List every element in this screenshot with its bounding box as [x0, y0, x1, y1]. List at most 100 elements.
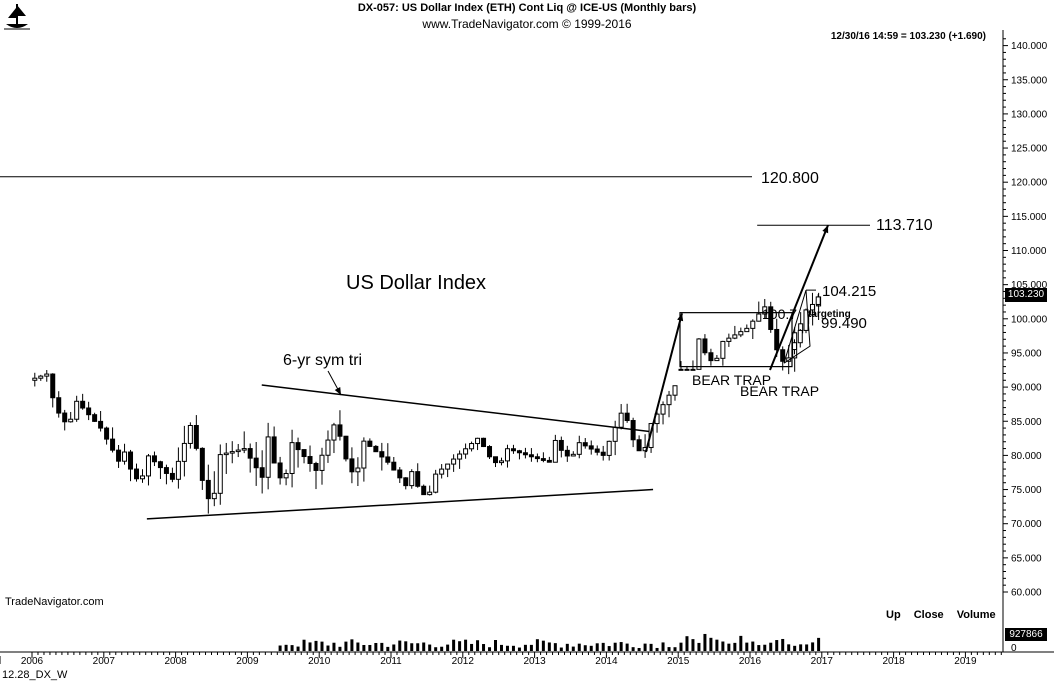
volume-bar: [290, 645, 294, 651]
y-tick-label: 70.000: [1011, 519, 1042, 530]
candle-body: [163, 467, 169, 474]
bear-trap-label-2: BEAR TRAP: [740, 383, 819, 399]
candle-body: [809, 303, 815, 311]
volume-bar: [541, 640, 545, 651]
candle-body: [594, 448, 600, 453]
candle-body: [104, 427, 110, 440]
volume-bar: [410, 643, 414, 651]
volume-bar: [631, 647, 635, 651]
volume-bar: [499, 644, 503, 651]
candle-body: [445, 463, 451, 470]
candle-body: [451, 458, 457, 465]
candle-body: [792, 342, 798, 351]
candle-body: [624, 412, 630, 422]
volume-bar: [434, 647, 438, 651]
candle-body: [498, 460, 504, 464]
chart-labels: US Dollar Index 6-yr sym tri 120.800 113.71…: [283, 170, 933, 399]
candle-body: [337, 424, 343, 437]
candle-body: [110, 438, 116, 451]
candle-body: [481, 437, 487, 448]
candle-body: [797, 329, 803, 344]
candle-body: [223, 452, 229, 456]
y-tick-label: 100.000: [1011, 314, 1048, 325]
volume-bar: [589, 645, 593, 651]
candle-body: [606, 440, 612, 456]
candle-body: [134, 468, 140, 480]
candle-body: [385, 456, 391, 463]
x-tick-label: 2011: [380, 656, 402, 667]
volume-bar: [344, 641, 348, 651]
volume-bar: [781, 638, 785, 651]
candle-body: [415, 471, 421, 487]
level-113-label: 113.710: [876, 217, 933, 234]
y-tick-label: 140.000: [1011, 41, 1048, 52]
volume-bar: [691, 639, 695, 651]
candle-body: [32, 377, 38, 381]
candle-body: [439, 468, 445, 475]
ship-logo-icon: [4, 2, 30, 37]
candle-body: [516, 450, 522, 454]
x-tick-label: 2019: [954, 656, 977, 667]
triangle-lower-line: [146, 488, 654, 520]
volume-bar: [392, 644, 396, 651]
y-tick-label: 105.000: [1011, 280, 1048, 291]
candle-body: [181, 442, 187, 462]
y-tick-label: 125.000: [1011, 144, 1048, 155]
volume-bar: [470, 643, 474, 651]
x-tick-label: 2016: [739, 656, 762, 667]
candles: [32, 292, 822, 514]
candle-body: [247, 448, 253, 459]
candle-body: [570, 453, 576, 457]
candle-body: [98, 420, 104, 429]
candle-body: [187, 424, 193, 444]
triangle-upper-line: [261, 384, 650, 433]
brand-label: TradeNavigator.com: [5, 596, 104, 608]
volume-bar: [637, 647, 641, 651]
x-tick-label: 2006: [21, 656, 44, 667]
y-tick-label: 130.000: [1011, 109, 1048, 120]
volume-bar: [673, 647, 677, 651]
y-tick-label: 65.000: [1011, 553, 1042, 564]
candle-body: [427, 491, 433, 496]
y-tick-label: 80.000: [1011, 451, 1042, 462]
candle-body: [678, 368, 684, 371]
chart-header-subtitle: www.TradeNavigator.com © 1999-2016: [422, 17, 632, 31]
volume-bar: [793, 645, 797, 651]
volume-bar: [625, 643, 629, 651]
x-tick-label: 2013: [523, 656, 546, 667]
candle-body: [151, 455, 157, 463]
candle-body: [409, 471, 415, 487]
candle-body: [44, 373, 50, 377]
candle-body: [552, 439, 558, 463]
candle-body: [355, 467, 361, 473]
volume-bar: [452, 639, 456, 651]
volume-bar: [446, 644, 450, 651]
candle-body: [588, 445, 594, 450]
x-tick-label: 2014: [595, 656, 618, 667]
volume-bar: [685, 636, 689, 651]
volume-bar: [601, 642, 605, 651]
consolidation-box: [679, 312, 793, 368]
candle-body: [576, 442, 582, 455]
volume-bar: [398, 640, 402, 651]
legend: Up Close Volume: [886, 609, 996, 621]
candle-body: [696, 338, 702, 370]
volume-bar: [422, 642, 426, 651]
volume-bar: [505, 645, 509, 651]
candle-body: [690, 368, 696, 371]
volume-bar: [488, 647, 492, 651]
candle-body: [38, 375, 44, 379]
breakout-arrow: [644, 313, 683, 453]
volume-bar: [350, 639, 354, 651]
candle-body: [331, 424, 337, 441]
candle-body: [80, 400, 86, 409]
candle-body: [373, 445, 379, 453]
volume-bar: [805, 644, 809, 651]
candle-body: [139, 475, 145, 480]
x-tick-label: 2009: [236, 656, 259, 667]
candle-body: [50, 373, 56, 399]
volume-bar: [517, 647, 521, 651]
candle-body: [702, 338, 708, 354]
volume-bar: [619, 642, 623, 651]
candle-body: [62, 412, 68, 423]
